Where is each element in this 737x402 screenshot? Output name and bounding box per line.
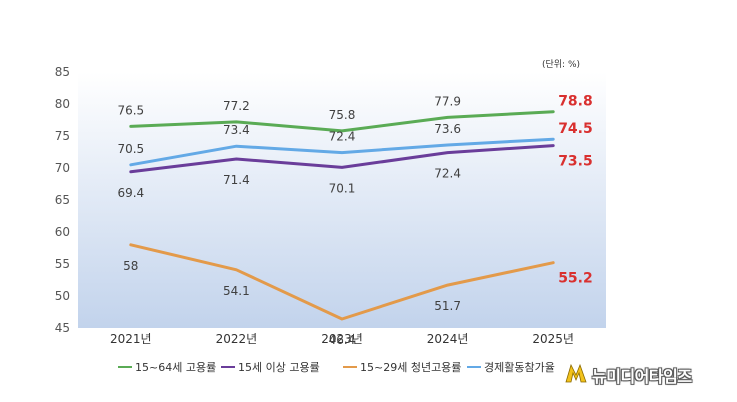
legend-label: 15~29세 청년고용률 bbox=[360, 361, 461, 374]
data-label: 69.4 bbox=[117, 186, 144, 200]
data-label: 70.1 bbox=[329, 181, 356, 195]
series-line bbox=[129, 243, 555, 321]
legend-label: 15세 이상 고용률 bbox=[238, 361, 320, 374]
series-line bbox=[129, 110, 555, 133]
watermark-text: 뉴미디어타임즈 bbox=[592, 367, 692, 386]
x-tick-label: 2021년 bbox=[110, 332, 152, 346]
data-label: 72.4 bbox=[434, 167, 461, 181]
data-label: 70.5 bbox=[117, 142, 144, 156]
data-label: 54.1 bbox=[223, 284, 250, 298]
data-label: 73.4 bbox=[223, 123, 250, 137]
legend-label: 경제활동참가율 bbox=[484, 360, 555, 374]
data-labels: 76.5 77.2 75.8 77.9 78.8 69.4 71.4 70.1 72.4 73.5… bbox=[117, 94, 592, 347]
series-line bbox=[129, 144, 555, 174]
y-tick-label: 85 bbox=[55, 65, 70, 79]
legend: 15~64세 고용률 15세 이상 고용률 15~29세 청년고용률 경제활동참가율 bbox=[118, 360, 555, 374]
data-label: 77.9 bbox=[434, 94, 461, 108]
y-tick-label: 50 bbox=[55, 289, 70, 303]
data-label: 58 bbox=[123, 259, 138, 273]
data-label: 46.4 bbox=[329, 333, 356, 347]
series-lines bbox=[129, 110, 555, 321]
data-label: 74.5 bbox=[558, 121, 593, 137]
y-axis: 45 50 55 60 65 70 75 80 85 bbox=[55, 65, 70, 335]
x-tick-label: 2025년 bbox=[532, 332, 574, 346]
data-label: 78.8 bbox=[558, 94, 593, 110]
y-tick-label: 70 bbox=[55, 161, 70, 175]
x-tick-label: 2023년 bbox=[321, 332, 363, 346]
x-tick-label: 2024년 bbox=[427, 332, 469, 346]
y-tick-label: 65 bbox=[55, 193, 70, 207]
y-tick-label: 80 bbox=[55, 97, 70, 111]
watermark: 뉴미디어타임즈 bbox=[565, 361, 731, 387]
data-label: 76.5 bbox=[117, 103, 144, 117]
data-label: 72.4 bbox=[329, 130, 356, 144]
series-line bbox=[129, 137, 555, 167]
data-label: 51.7 bbox=[434, 299, 461, 313]
unit-note: (단위: %) bbox=[542, 59, 580, 70]
x-tick-label: 2022년 bbox=[216, 332, 258, 346]
data-label: 73.5 bbox=[558, 154, 593, 170]
y-tick-label: 55 bbox=[55, 257, 70, 271]
data-label: 77.2 bbox=[223, 99, 250, 113]
data-label: 71.4 bbox=[223, 173, 250, 187]
y-tick-label: 45 bbox=[55, 321, 70, 335]
data-label: 55.2 bbox=[558, 271, 593, 287]
x-axis: 2021년 2022년 2023년 2024년 2025년 bbox=[110, 332, 574, 346]
y-tick-label: 60 bbox=[55, 225, 70, 239]
data-label: 73.6 bbox=[434, 122, 461, 136]
lightning-m-logo-icon bbox=[565, 363, 587, 383]
y-tick-label: 75 bbox=[55, 129, 70, 143]
data-label: 75.8 bbox=[329, 108, 356, 122]
legend-label: 15~64세 고용률 bbox=[135, 361, 216, 374]
